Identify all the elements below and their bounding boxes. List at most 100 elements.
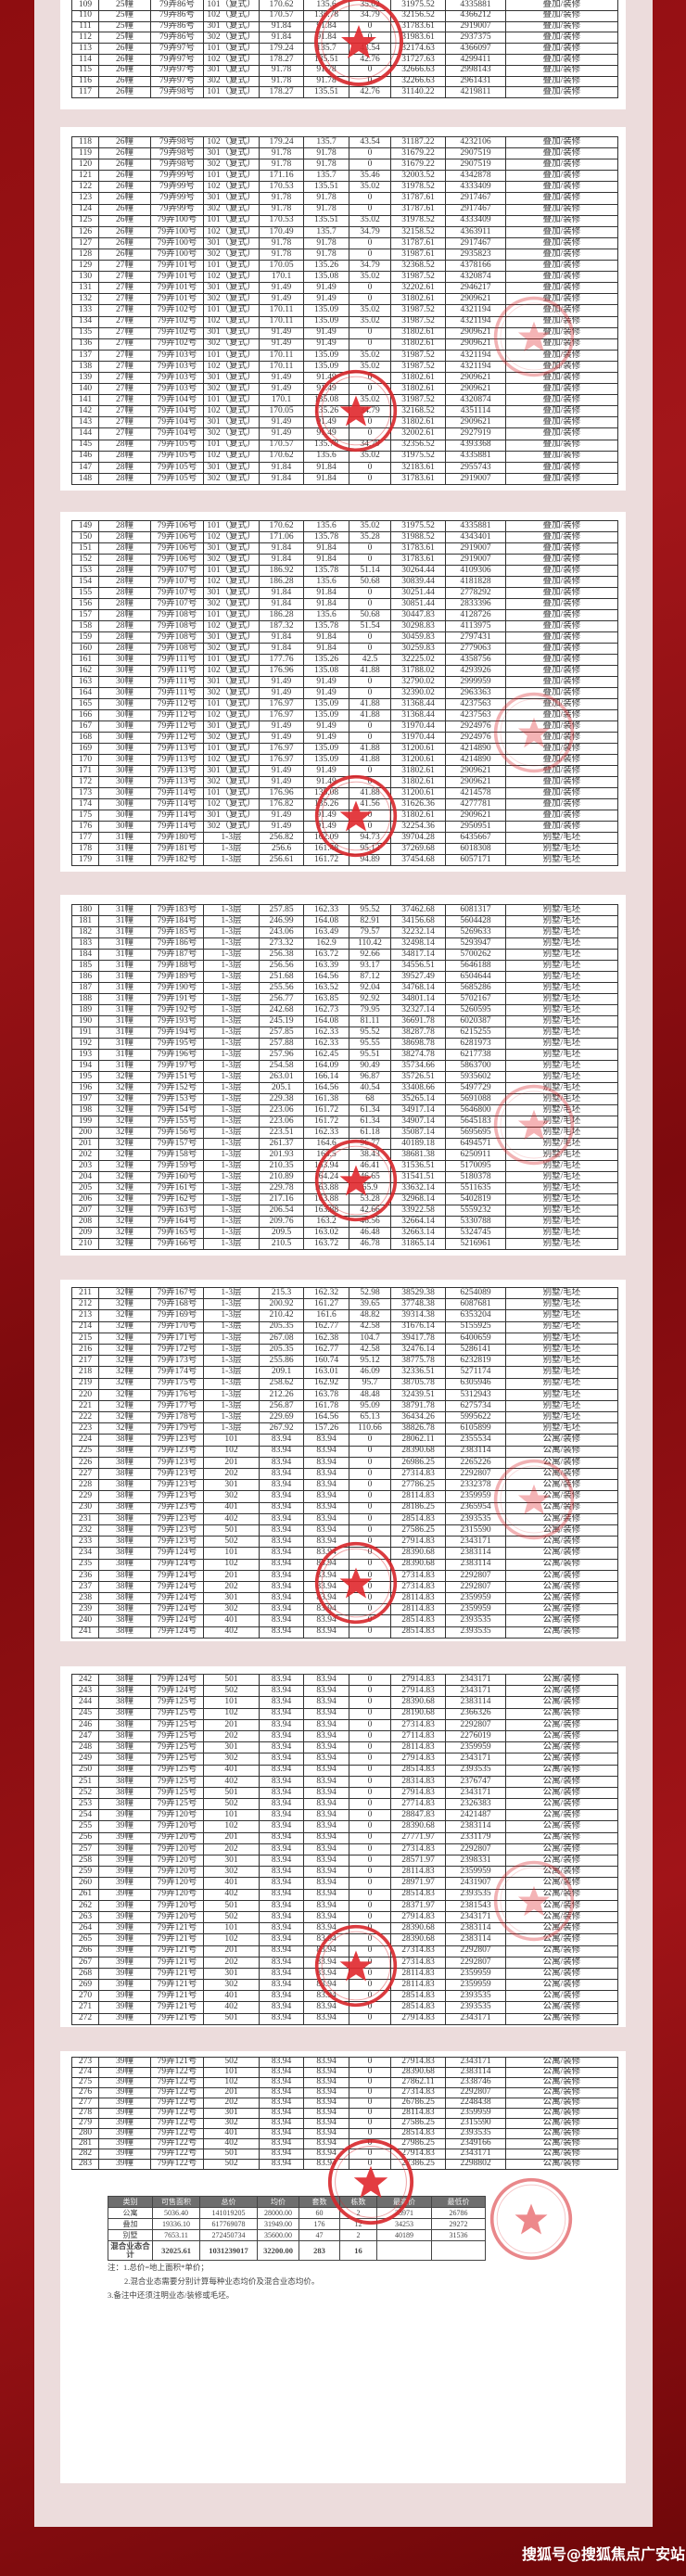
shared-area-cell: 0 <box>349 676 391 688</box>
inner-area-cell: 83.94 <box>303 2128 349 2139</box>
address-cell: 79弄86号 <box>150 9 204 22</box>
building-cell: 32幢 <box>98 1286 151 1300</box>
row-number-cell: 115 <box>71 64 99 77</box>
floor-area-cell: 258.62 <box>259 1377 304 1390</box>
floor-area-cell: 215.3 <box>259 1286 304 1300</box>
row-number-cell: 111 <box>71 20 99 33</box>
summary-header-cell: 均价 <box>257 2196 299 2208</box>
building-cell: 38幢 <box>98 1626 151 1639</box>
remark-cell: 公寓/装修 <box>505 1547 618 1560</box>
unit-cell: 301（复式） <box>203 542 260 555</box>
remark-cell: 公寓/装修 <box>505 1922 618 1935</box>
floor-area-cell: 209.5 <box>259 1227 304 1240</box>
unit-cell: 102（复式） <box>203 576 260 588</box>
table-row: 131 27幢 79弄101号 301（复式） 91.49 91.49 0 32202.61 2… <box>71 282 618 295</box>
inner-area-cell: 83.94 <box>303 1569 349 1582</box>
floor-area-cell: 171.16 <box>259 170 304 183</box>
shared-area-cell: 0 <box>349 1718 391 1731</box>
unit-price-cell: 32498.14 <box>390 937 446 950</box>
row-number-cell: 222 <box>71 1411 99 1424</box>
floor-area-cell: 91.78 <box>259 192 304 205</box>
building-cell: 32幢 <box>98 1205 151 1218</box>
table-row: 269 39幢 79弄121号 302 83.94 83.94 0 28114.83 23599… <box>71 1979 618 1992</box>
unit-price-cell: 31200.61 <box>390 743 446 755</box>
building-cell: 39幢 <box>98 1820 151 1833</box>
unit-price-cell: 38775.78 <box>390 1355 446 1368</box>
unit-price-cell: 39314.38 <box>390 1309 446 1322</box>
summary-cell: 34253 <box>376 2218 432 2230</box>
floor-area-cell: 91.49 <box>259 371 304 385</box>
unit-cell: 301 <box>203 1479 260 1492</box>
total-price-cell: 2393535 <box>445 1626 506 1639</box>
total-price-cell: 2907519 <box>445 147 506 160</box>
building-cell: 30幢 <box>98 798 151 810</box>
total-price-cell: 2331179 <box>445 1831 506 1844</box>
unit-price-cell: 28971.97 <box>390 1877 446 1890</box>
row-number-cell: 254 <box>71 1809 99 1822</box>
table-row: 132 27幢 79弄101号 302（复式） 91.49 91.49 0 31802.61 2… <box>71 293 618 306</box>
total-price-cell: 2359959 <box>445 1741 506 1754</box>
floor-area-cell: 217.16 <box>259 1193 304 1206</box>
total-price-cell: 4393368 <box>445 439 506 452</box>
unit-price-cell: 31727.63 <box>390 53 446 66</box>
floor-area-cell: 255.56 <box>259 982 304 995</box>
remark-cell: 叠加/装修 <box>505 225 618 238</box>
remark-cell: 别墅/毛坯 <box>505 1399 618 1413</box>
building-cell: 39幢 <box>98 1854 151 1868</box>
unit-price-cell: 27386.25 <box>390 2159 446 2170</box>
floor-area-cell: 178.27 <box>259 53 304 66</box>
unit-cell: 1-3层 <box>203 903 260 917</box>
remark-cell: 公寓/装修 <box>505 2067 618 2078</box>
floor-area-cell: 91.78 <box>259 75 304 88</box>
unit-price-cell: 27586.25 <box>390 2118 446 2129</box>
building-cell: 39幢 <box>98 1888 151 1901</box>
shared-area-cell: 41.88 <box>349 743 391 755</box>
floor-area-cell: 254.58 <box>259 1060 304 1073</box>
total-price-cell: 2393535 <box>445 1614 506 1627</box>
shared-area-cell: 42.58 <box>349 1343 391 1357</box>
unit-cell: 302（复式） <box>203 293 260 306</box>
shared-area-cell: 35.02 <box>349 520 391 532</box>
building-cell: 26幢 <box>98 170 151 183</box>
remark-cell: 公寓/装修 <box>505 1910 618 1924</box>
building-cell: 26幢 <box>98 225 151 238</box>
remark-cell: 公寓/装修 <box>505 1603 618 1616</box>
unit-price-cell: 32390.02 <box>390 687 446 699</box>
remark-cell: 叠加/装修 <box>505 371 618 385</box>
address-cell: 79弄99号 <box>150 181 204 194</box>
shared-area-cell: 40.54 <box>349 1082 391 1095</box>
table-row: 235 38幢 79弄124号 102 83.94 83.94 0 28390.68 23831… <box>71 1558 618 1571</box>
total-price-cell: 6305946 <box>445 1377 506 1390</box>
row-number-cell: 154 <box>71 576 99 588</box>
inner-area-cell: 91.49 <box>303 416 349 429</box>
shared-area-cell: 48.82 <box>349 1309 391 1322</box>
total-price-cell: 2919007 <box>445 472 506 485</box>
address-cell: 79弄97号 <box>150 43 204 55</box>
unit-cell: 302（复式） <box>203 248 260 261</box>
table-row: 257 39幢 79弄120号 202 83.94 83.94 0 27314.83 22928… <box>71 1843 618 1856</box>
unit-price-cell: 31970.44 <box>390 732 446 744</box>
floor-area-cell: 170.11 <box>259 349 304 362</box>
building-cell: 31幢 <box>98 843 151 855</box>
unit-cell: 102（复式） <box>203 754 260 766</box>
building-cell: 26幢 <box>98 75 151 88</box>
row-number-cell: 181 <box>71 915 99 928</box>
unit-price-cell: 31802.61 <box>390 371 446 385</box>
building-cell: 30幢 <box>98 721 151 733</box>
building-cell: 38幢 <box>98 1512 151 1525</box>
building-cell: 39幢 <box>98 2067 151 2078</box>
remark-cell: 叠加/装修 <box>505 776 618 788</box>
floor-area-cell: 170.1 <box>259 271 304 284</box>
floor-area-cell: 83.94 <box>259 1580 304 1594</box>
building-cell: 28幢 <box>98 520 151 532</box>
remark-cell: 别墅/毛坯 <box>505 1004 618 1017</box>
building-cell: 38幢 <box>98 1434 151 1447</box>
building-cell: 27幢 <box>98 360 151 373</box>
remark-cell: 公寓/装修 <box>505 1707 618 1720</box>
inner-area-cell: 83.94 <box>303 1707 349 1720</box>
floor-area-cell: 91.84 <box>259 461 304 474</box>
inner-area-cell: 83.94 <box>303 1741 349 1754</box>
shared-area-cell: 0 <box>349 1899 391 1912</box>
table-row: 266 39幢 79弄121号 201 83.94 83.94 0 27314.83 22928… <box>71 1945 618 1958</box>
floor-area-cell: 176.97 <box>259 698 304 710</box>
